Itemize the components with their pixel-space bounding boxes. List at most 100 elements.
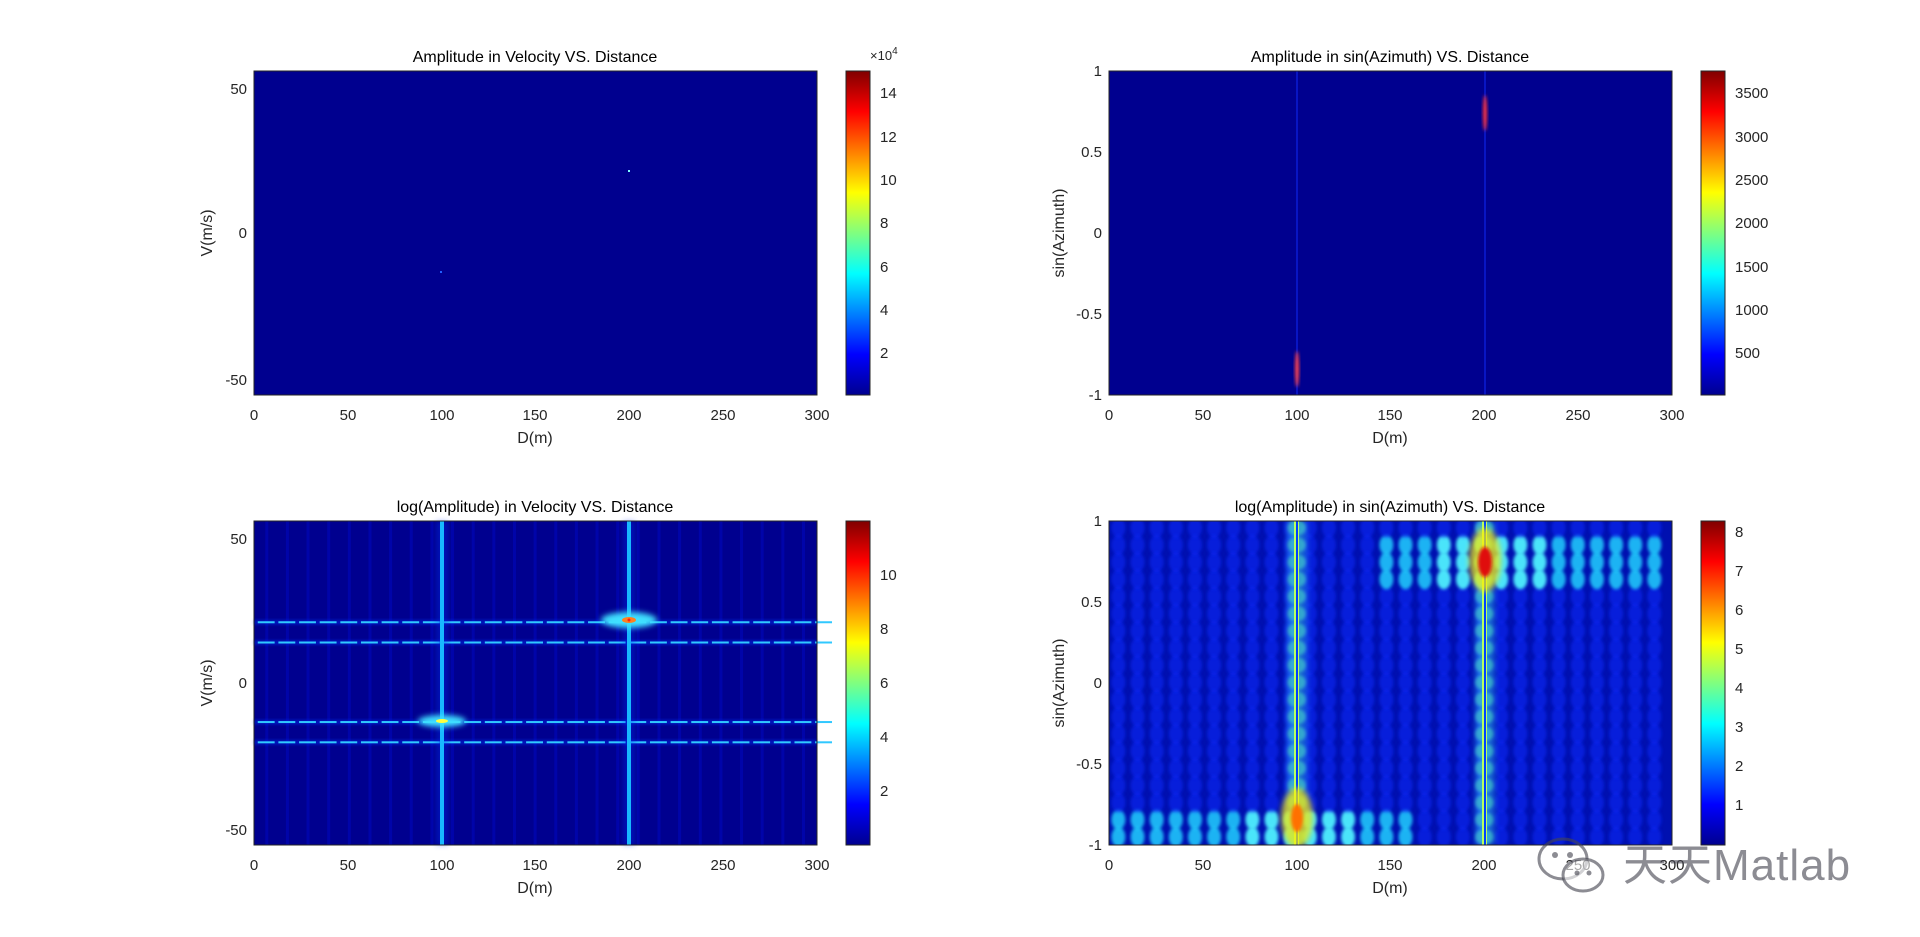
sidelobe-blob <box>1207 723 1222 744</box>
sidelobe-stripe <box>616 521 620 845</box>
sidelobe-blob <box>1436 552 1451 573</box>
sidelobe-dash <box>319 641 337 644</box>
sidelobe-dash <box>443 621 461 624</box>
sidelobe-stripe <box>265 521 269 845</box>
log-vel-colorbar <box>845 520 871 846</box>
sidelobe-blob <box>1168 552 1183 573</box>
sidelobe-dash <box>505 621 523 624</box>
sidelobe-blob <box>1379 586 1394 607</box>
sidelobe-blob <box>1532 689 1547 710</box>
sidelobe-blob <box>1149 586 1164 607</box>
sidelobe-dash <box>381 741 399 744</box>
sidelobe-blob <box>1609 809 1624 830</box>
sidelobe-blob <box>1417 723 1432 744</box>
sidelobe-blob <box>1207 638 1222 659</box>
sidelobe-blob <box>1609 826 1624 845</box>
sidelobe-dash <box>257 741 275 744</box>
sidelobe-blob <box>1570 809 1585 830</box>
sidelobe-blob <box>1207 603 1222 624</box>
cbar-tick-label: 4 <box>880 729 888 746</box>
sidelobe-blob <box>1647 706 1662 727</box>
sidelobe-blob <box>1647 620 1662 641</box>
cbar-tick-label: 2000 <box>1735 215 1768 232</box>
sidelobe-dash <box>340 741 358 744</box>
sidelobe-blob <box>1628 741 1643 762</box>
cbar-tick-label: 8 <box>880 621 888 638</box>
sidelobe-blob <box>1149 552 1164 573</box>
sidelobe-blob <box>1245 689 1260 710</box>
sidelobe-blob <box>1187 775 1202 796</box>
sidelobe-blob <box>1455 672 1470 693</box>
sidelobe-stripe <box>678 521 682 845</box>
sidelobe-blob <box>1245 826 1260 845</box>
sidelobe-dash <box>588 741 605 744</box>
sidelobe-dash <box>732 621 750 624</box>
y-tick-label: 0.5 <box>1081 594 1102 611</box>
sidelobe-blob <box>1341 809 1356 830</box>
sidelobe-dash <box>773 741 791 744</box>
sidelobe-blob <box>1207 741 1222 762</box>
sidelobe-blob <box>1570 689 1585 710</box>
sidelobe-blob <box>1341 758 1356 779</box>
sidelobe-blob <box>1532 603 1547 624</box>
sidelobe-blob <box>1245 638 1260 659</box>
sidelobe-blob <box>1245 706 1260 727</box>
sidelobe-blob <box>1226 706 1241 727</box>
sidelobe-blob <box>1589 655 1604 676</box>
sidelobe-stripe <box>285 521 289 845</box>
sidelobe-blob <box>1149 620 1164 641</box>
sidelobe-blob <box>1609 741 1624 762</box>
sidelobe-blob <box>1341 672 1356 693</box>
sidelobe-blob <box>1245 620 1260 641</box>
sidelobe-dash <box>567 641 585 644</box>
sidelobe-blob <box>1609 758 1624 779</box>
sidelobe-blob <box>1532 534 1547 555</box>
sidelobe-dash <box>443 741 461 744</box>
sidelobe-blob <box>1609 552 1624 573</box>
sidelobe-blob <box>1455 552 1470 573</box>
y-tick-label: 1 <box>1094 513 1102 530</box>
sidelobe-blob <box>1609 620 1624 641</box>
sidelobe-blob <box>1609 706 1624 727</box>
cbar-tick-label: 3 <box>1735 719 1743 736</box>
sidelobe-blob <box>1187 723 1202 744</box>
sidelobe-blob <box>1455 534 1470 555</box>
sidelobe-blob <box>1360 586 1375 607</box>
sidelobe-blob <box>1130 689 1145 710</box>
sidelobe-blob <box>1360 826 1375 845</box>
y-tick-label: -1 <box>1089 387 1102 404</box>
sidelobe-blob <box>1379 521 1394 538</box>
x-tick-label: 150 <box>522 407 547 424</box>
sidelobe-blob <box>1609 521 1624 538</box>
sidelobe-blob <box>1379 775 1394 796</box>
sidelobe-blob <box>1647 758 1662 779</box>
sidelobe-blob <box>1628 655 1643 676</box>
sidelobe-dash <box>278 741 296 744</box>
sidelobe-blob <box>1379 826 1394 845</box>
sidelobe-blob <box>1513 723 1528 744</box>
sidelobe-dash <box>567 621 585 624</box>
sidelobe-blob <box>1360 792 1375 813</box>
sidelobe-blob <box>1245 586 1260 607</box>
sidelobe-blob <box>1436 655 1451 676</box>
sidelobe-dash <box>815 641 833 644</box>
sidelobe-stripe <box>698 521 702 845</box>
sidelobe-blob <box>1532 758 1547 779</box>
amp-vel-colorbar <box>845 70 871 396</box>
sidelobe-dash <box>773 721 791 724</box>
sidelobe-blob <box>1264 775 1279 796</box>
sidelobe-dash <box>691 721 709 724</box>
sidelobe-stripe <box>430 521 434 845</box>
sidelobe-blob <box>1436 672 1451 693</box>
sidelobe-blob <box>1551 534 1566 555</box>
sidelobe-blob <box>1551 723 1566 744</box>
sidelobe-blob <box>1168 723 1183 744</box>
log-vel-colorbar-ticks: 2 4 6 8 10 <box>880 567 897 800</box>
log-az-ylabel: sin(Azimuth) <box>1051 639 1068 728</box>
cbar-tick-label: 2 <box>880 345 888 362</box>
sidelobe-blob <box>1187 655 1202 676</box>
sidelobe-blob <box>1494 826 1509 845</box>
sidelobe-blob <box>1494 638 1509 659</box>
log-vel-frame <box>253 520 818 846</box>
sidelobe-blob <box>1264 792 1279 813</box>
